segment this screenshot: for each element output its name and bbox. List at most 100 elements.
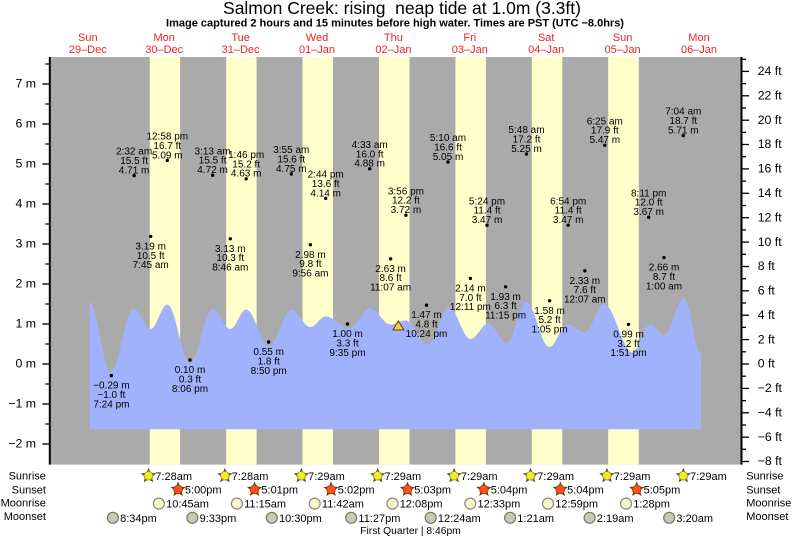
svg-text:15.5 ft: 15.5 ft — [199, 156, 227, 167]
svg-text:4.72 m: 4.72 m — [197, 165, 228, 176]
svg-text:Sunrise: Sunrise — [746, 471, 783, 483]
svg-text:18 ft: 18 ft — [758, 137, 783, 151]
svg-text:6 ft: 6 ft — [758, 284, 776, 298]
svg-text:7:28am: 7:28am — [155, 471, 192, 483]
svg-text:31–Dec: 31–Dec — [222, 44, 260, 56]
svg-text:−2 ft: −2 ft — [758, 381, 783, 395]
svg-text:3.47 m: 3.47 m — [472, 215, 503, 226]
svg-text:5:05pm: 5:05pm — [644, 485, 681, 497]
svg-text:Salmon Creek: rising neap tid: Salmon Creek: rising neap tide at 1.0m (… — [223, 0, 581, 18]
svg-text:18.7 ft: 18.7 ft — [669, 116, 697, 127]
svg-text:8:34pm: 8:34pm — [120, 513, 157, 525]
svg-text:7:04 am: 7:04 am — [665, 107, 701, 118]
svg-text:2 ft: 2 ft — [758, 332, 776, 346]
svg-text:2.63 m: 2.63 m — [375, 264, 406, 275]
svg-text:9:33pm: 9:33pm — [200, 513, 237, 525]
svg-text:30–Dec: 30–Dec — [145, 44, 183, 56]
svg-text:1:51 pm: 1:51 pm — [610, 348, 646, 359]
svg-text:2 m: 2 m — [16, 277, 37, 291]
svg-text:First Quarter | 8:46pm: First Quarter | 8:46pm — [360, 526, 461, 537]
svg-text:17.9 ft: 17.9 ft — [591, 126, 619, 137]
svg-text:13.6 ft: 13.6 ft — [312, 179, 340, 190]
svg-text:Mon: Mon — [688, 32, 709, 44]
svg-text:1:05 pm: 1:05 pm — [532, 325, 568, 336]
svg-text:16 ft: 16 ft — [758, 162, 783, 176]
svg-text:8:06 pm: 8:06 pm — [172, 384, 208, 395]
svg-text:12 ft: 12 ft — [758, 210, 783, 224]
svg-text:7:29am: 7:29am — [690, 471, 727, 483]
svg-text:3.2 ft: 3.2 ft — [617, 339, 639, 350]
svg-text:5:04pm: 5:04pm — [567, 485, 604, 497]
svg-text:1:28pm: 1:28pm — [633, 499, 670, 511]
svg-text:9.8 ft: 9.8 ft — [299, 259, 321, 270]
svg-text:2.66 m: 2.66 m — [649, 263, 680, 274]
svg-text:8:50 pm: 8:50 pm — [251, 366, 287, 377]
svg-text:16.6 ft: 16.6 ft — [434, 143, 462, 154]
svg-text:7:24 pm: 7:24 pm — [93, 399, 129, 410]
svg-text:02–Jan: 02–Jan — [375, 44, 411, 56]
svg-text:2.98 m: 2.98 m — [295, 250, 326, 261]
svg-text:12:33pm: 12:33pm — [478, 499, 521, 511]
svg-text:4.63 m: 4.63 m — [231, 169, 262, 180]
svg-text:17.2 ft: 17.2 ft — [513, 135, 541, 146]
svg-text:29–Dec: 29–Dec — [69, 44, 107, 56]
svg-text:12:08pm: 12:08pm — [400, 499, 443, 511]
svg-text:4.75 m: 4.75 m — [276, 164, 307, 175]
svg-text:7:29am: 7:29am — [385, 471, 422, 483]
svg-text:12:58 pm: 12:58 pm — [146, 132, 188, 143]
svg-text:10:30pm: 10:30pm — [279, 513, 322, 525]
svg-text:7.0 ft: 7.0 ft — [459, 293, 481, 304]
svg-text:Thu: Thu — [384, 32, 403, 44]
svg-text:8.6 ft: 8.6 ft — [379, 273, 401, 284]
svg-text:12.0 ft: 12.0 ft — [635, 198, 663, 209]
svg-text:Tue: Tue — [231, 32, 250, 44]
svg-text:8.7 ft: 8.7 ft — [653, 272, 675, 283]
svg-text:15.6 ft: 15.6 ft — [277, 155, 305, 166]
svg-text:9:56 am: 9:56 am — [292, 269, 328, 280]
svg-text:Image captured 2 hours and 15: Image captured 2 hours and 15 minutes be… — [166, 17, 624, 29]
svg-text:5:00pm: 5:00pm — [185, 485, 222, 497]
svg-text:7.6 ft: 7.6 ft — [574, 285, 596, 296]
svg-text:7:28am: 7:28am — [232, 471, 269, 483]
svg-text:8 ft: 8 ft — [758, 259, 776, 273]
svg-text:Moonset: Moonset — [746, 511, 788, 523]
svg-text:3 m: 3 m — [16, 237, 37, 251]
svg-text:Mon: Mon — [153, 32, 174, 44]
svg-text:15.2 ft: 15.2 ft — [232, 159, 260, 170]
svg-text:1.8 ft: 1.8 ft — [258, 356, 280, 367]
svg-text:−0.29 m: −0.29 m — [93, 381, 129, 392]
svg-text:14 ft: 14 ft — [758, 186, 783, 200]
svg-text:−6 ft: −6 ft — [758, 430, 783, 444]
svg-text:7:29am: 7:29am — [614, 471, 651, 483]
svg-text:11:27pm: 11:27pm — [358, 513, 400, 525]
svg-text:04–Jan: 04–Jan — [528, 44, 564, 56]
svg-text:3.72 m: 3.72 m — [391, 205, 422, 216]
svg-text:1.93 m: 1.93 m — [490, 292, 521, 303]
svg-text:1:46 pm: 1:46 pm — [228, 150, 264, 161]
svg-text:4.8 ft: 4.8 ft — [415, 320, 437, 331]
svg-text:6:25 am: 6:25 am — [587, 116, 623, 127]
svg-text:22 ft: 22 ft — [758, 89, 783, 103]
svg-text:Moonrise: Moonrise — [1, 497, 46, 509]
svg-text:1:00 am: 1:00 am — [646, 281, 682, 292]
svg-text:−4 ft: −4 ft — [758, 406, 783, 420]
svg-text:7:45 am: 7:45 am — [133, 260, 169, 271]
svg-text:2.33 m: 2.33 m — [570, 276, 601, 287]
svg-text:2.14 m: 2.14 m — [455, 283, 486, 294]
svg-text:5:03pm: 5:03pm — [414, 485, 451, 497]
svg-text:10:24 pm: 10:24 pm — [406, 329, 448, 340]
svg-text:Fri: Fri — [463, 32, 476, 44]
svg-text:2:44 pm: 2:44 pm — [308, 170, 344, 181]
svg-text:12:11 pm: 12:11 pm — [450, 302, 491, 313]
svg-text:2:32 am: 2:32 am — [116, 147, 152, 158]
svg-text:10:45am: 10:45am — [166, 499, 209, 511]
svg-text:11:15am: 11:15am — [244, 499, 286, 511]
svg-text:Moonrise: Moonrise — [746, 497, 791, 509]
svg-text:5:10 am: 5:10 am — [430, 133, 466, 144]
svg-text:11:42am: 11:42am — [322, 499, 364, 511]
svg-text:01–Jan: 01–Jan — [299, 44, 335, 56]
svg-text:6.3 ft: 6.3 ft — [494, 301, 516, 312]
svg-text:1 m: 1 m — [16, 317, 37, 331]
svg-text:0 m: 0 m — [16, 357, 37, 371]
svg-text:12:24am: 12:24am — [438, 513, 481, 525]
